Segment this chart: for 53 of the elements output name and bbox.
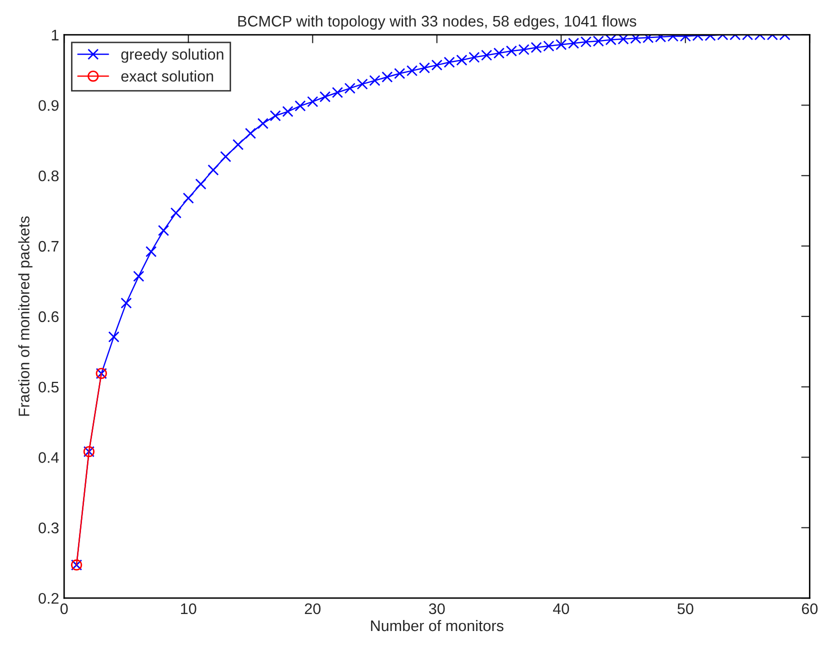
x-tick-label: 50 [678, 603, 694, 614]
y-tick-label: 0.4 [38, 452, 59, 463]
point [344, 82, 356, 94]
x-tick-label: 30 [428, 603, 445, 614]
point [270, 110, 281, 122]
point [294, 100, 306, 112]
point [282, 106, 294, 118]
point [232, 139, 244, 150]
x-axis-title: Number of monitors [371, 620, 504, 632]
point [257, 118, 268, 130]
point [481, 50, 492, 61]
x-tick-label: 10 [181, 603, 196, 614]
chart-title: BCMCP with topology with 33 nodes, 58 edges, 1041 flows [238, 15, 636, 30]
x-tick-label: 60 [802, 603, 818, 614]
point [468, 52, 480, 63]
point [108, 331, 120, 342]
point [182, 192, 194, 204]
y-tick-label: 0.2 [38, 592, 58, 604]
point [493, 48, 505, 59]
x-tick-label: 40 [553, 603, 570, 614]
y-tick-label: 0.8 [38, 170, 59, 182]
point [332, 86, 344, 98]
x-tick-label: 0 [60, 603, 68, 614]
point [146, 246, 157, 258]
y-tick-label: 0.9 [38, 100, 59, 111]
legend-label: greedy solution [121, 48, 224, 63]
y-tick-label: 0.5 [38, 382, 59, 393]
y-tick-label: 0.7 [38, 240, 58, 252]
legend-label: exact solution [121, 70, 214, 82]
point [244, 128, 256, 139]
point [133, 270, 144, 282]
point [456, 54, 468, 66]
point [382, 71, 393, 83]
y-axis-title: Fraction of monitored packets [18, 216, 32, 416]
x-tick-label: 20 [304, 603, 321, 614]
point [431, 60, 442, 71]
point [394, 68, 406, 80]
point [356, 78, 368, 90]
point [444, 56, 455, 68]
point [158, 224, 170, 236]
point [307, 96, 318, 108]
point [220, 151, 232, 162]
y-tick-label: 0.6 [38, 311, 59, 322]
point [170, 207, 182, 218]
point [320, 91, 331, 102]
point [406, 65, 418, 76]
y-tick-label: 0.3 [38, 522, 59, 534]
point [120, 298, 132, 309]
point [369, 75, 380, 86]
y-tick-label: 1 [52, 30, 59, 40]
point [195, 178, 206, 190]
point [208, 164, 219, 176]
point [418, 62, 430, 74]
